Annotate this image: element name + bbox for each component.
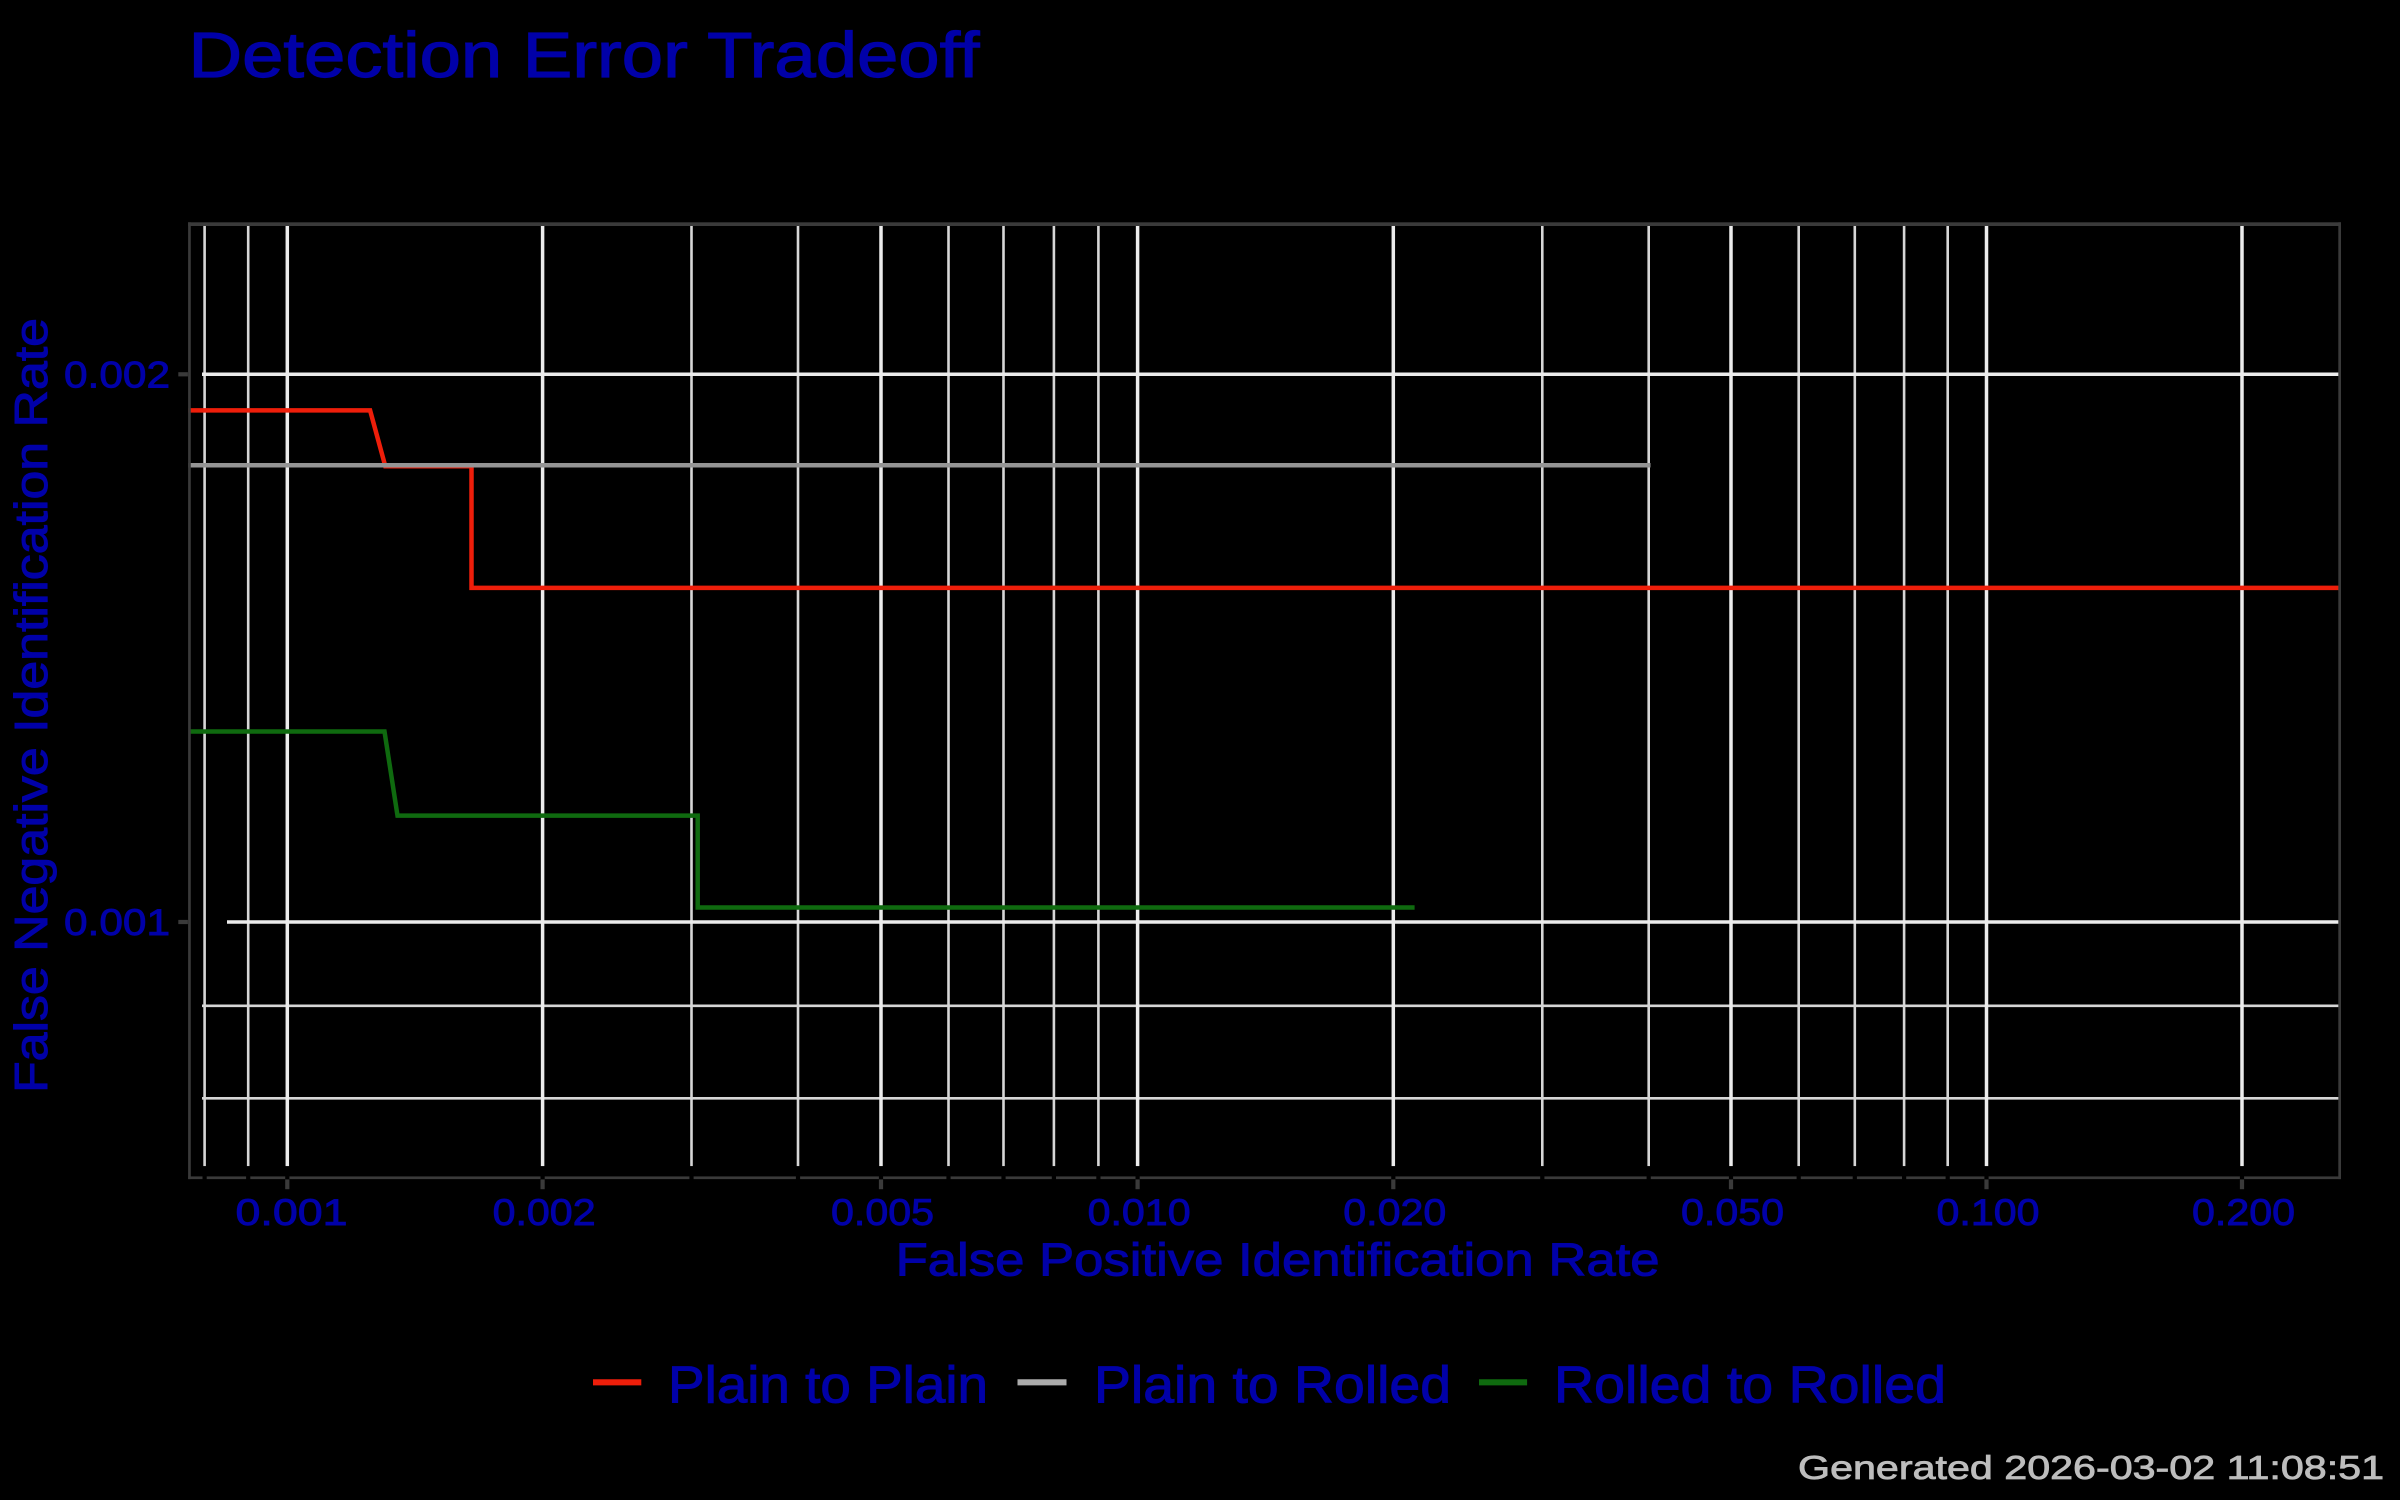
svg-text:0.005: 0.005 xyxy=(831,1192,934,1233)
svg-text:Generated 2026-03-02 11:08:51: Generated 2026-03-02 11:08:51 xyxy=(1798,1449,2384,1486)
svg-text:0.010: 0.010 xyxy=(1088,1192,1191,1233)
svg-text:0.050: 0.050 xyxy=(1681,1192,1784,1233)
svg-text:False Negative Identification: False Negative Identification Rate xyxy=(5,318,57,1093)
svg-text:Plain to Rolled: Plain to Rolled xyxy=(1094,1356,1451,1414)
svg-text:0.001: 0.001 xyxy=(236,1192,348,1233)
svg-text:0.002: 0.002 xyxy=(64,355,170,396)
svg-text:False Positive Identification: False Positive Identification Rate xyxy=(896,1234,1660,1286)
svg-text:Rolled to Rolled: Rolled to Rolled xyxy=(1554,1356,1946,1414)
svg-text:Plain to Plain: Plain to Plain xyxy=(668,1356,988,1414)
svg-text:Detection Error Tradeoff: Detection Error Tradeoff xyxy=(189,19,980,91)
svg-text:0.001: 0.001 xyxy=(64,902,170,943)
svg-text:0.200: 0.200 xyxy=(2192,1192,2295,1233)
svg-text:0.100: 0.100 xyxy=(1937,1192,2040,1233)
svg-text:0.002: 0.002 xyxy=(493,1192,596,1233)
svg-text:0.020: 0.020 xyxy=(1343,1192,1446,1233)
